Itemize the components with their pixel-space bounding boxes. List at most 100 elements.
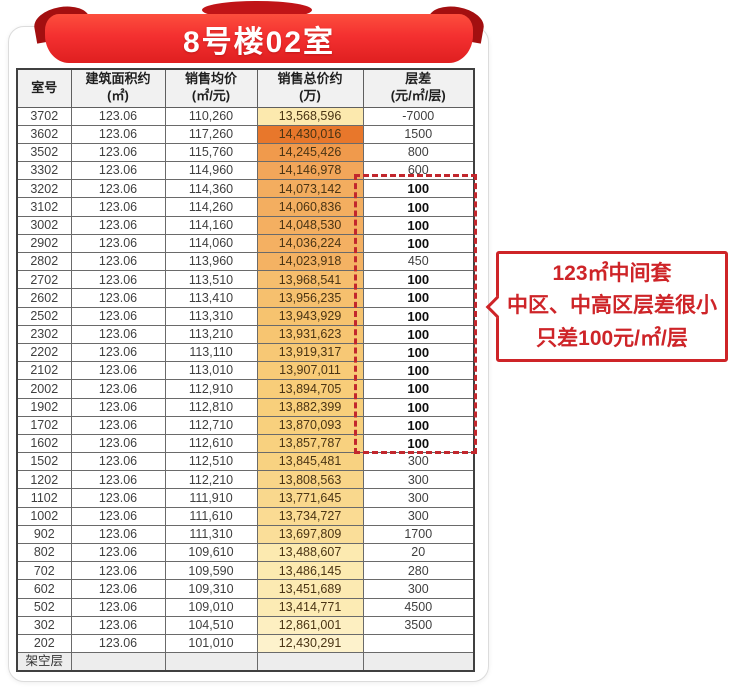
table-row: 1502 123.06 112,510 13,845,481 300 bbox=[16, 452, 475, 472]
room-cell: 3202 bbox=[16, 179, 72, 199]
room-cell: 202 bbox=[16, 633, 72, 654]
unit-price-cell: 117,260 bbox=[164, 124, 258, 144]
total-price-cell: 13,451,689 bbox=[256, 579, 364, 599]
title-ribbon: 8号楼02室 bbox=[30, 1, 488, 63]
floor-diff-cell: 300 bbox=[362, 470, 475, 490]
total-price-cell bbox=[256, 652, 364, 672]
floor-diff-cell: -7000 bbox=[362, 106, 475, 126]
total-price-cell: 14,430,016 bbox=[256, 124, 364, 144]
floor-diff-cell: 4500 bbox=[362, 597, 475, 617]
footer-row: 架空层 bbox=[16, 652, 475, 672]
room-cell: 1102 bbox=[16, 488, 72, 508]
area-cell: 123.06 bbox=[70, 633, 166, 654]
unit-price-cell bbox=[164, 652, 258, 672]
table-body: 3702 123.06 110,260 13,568,596 -7000 3602 123.… bbox=[16, 106, 475, 672]
unit-price-cell: 114,360 bbox=[164, 179, 258, 199]
area-cell: 123.06 bbox=[70, 542, 166, 563]
total-price-cell: 13,956,235 bbox=[256, 288, 364, 308]
room-cell: 1002 bbox=[16, 506, 72, 526]
unit-price-cell: 113,510 bbox=[164, 270, 258, 290]
callout-line: 123㎡中间套 bbox=[552, 261, 672, 285]
table-row: 902 123.06 111,310 13,697,809 1700 bbox=[16, 524, 475, 545]
room-cell: 1502 bbox=[16, 452, 72, 472]
floor-diff-cell: 100 bbox=[362, 179, 475, 199]
total-price-cell: 13,919,317 bbox=[256, 342, 364, 363]
total-price-cell: 14,245,426 bbox=[256, 142, 364, 163]
total-price-cell: 13,414,771 bbox=[256, 597, 364, 617]
floor-diff-cell: 100 bbox=[362, 361, 475, 381]
total-price-cell: 13,882,399 bbox=[256, 397, 364, 417]
unit-price-cell: 114,060 bbox=[164, 233, 258, 254]
unit-price-cell: 111,910 bbox=[164, 488, 258, 508]
table-header: 室号 建筑面积约 (㎡) 销售均价 (㎡/元) 销售总价约 (万) 层差 (元/… bbox=[16, 68, 475, 108]
total-price-cell: 12,861,001 bbox=[256, 615, 364, 635]
unit-price-cell: 111,310 bbox=[164, 524, 258, 545]
room-cell: 3002 bbox=[16, 215, 72, 235]
callout-tail-icon bbox=[485, 295, 509, 318]
total-price-cell: 14,146,978 bbox=[256, 161, 364, 181]
room-cell: 3602 bbox=[16, 124, 72, 144]
room-cell: 2902 bbox=[16, 233, 72, 254]
area-cell: 123.06 bbox=[70, 470, 166, 490]
room-cell: 502 bbox=[16, 597, 72, 617]
floor-diff-cell: 100 bbox=[362, 197, 475, 217]
table-row: 2802 123.06 113,960 14,023,918 450 bbox=[16, 251, 475, 272]
table-row: 602 123.06 109,310 13,451,689 300 bbox=[16, 579, 475, 599]
total-price-cell: 14,060,836 bbox=[256, 197, 364, 217]
room-cell: 1602 bbox=[16, 433, 72, 454]
floor-diff-cell bbox=[362, 633, 475, 654]
unit-price-cell: 114,960 bbox=[164, 161, 258, 181]
floor-diff-cell: 100 bbox=[362, 233, 475, 254]
room-cell: 302 bbox=[16, 615, 72, 635]
unit-price-cell: 112,510 bbox=[164, 452, 258, 472]
total-price-cell: 13,870,093 bbox=[256, 415, 364, 435]
floor-diff-cell: 100 bbox=[362, 415, 475, 435]
room-cell: 602 bbox=[16, 579, 72, 599]
table-row: 3302 123.06 114,960 14,146,978 600 bbox=[16, 161, 475, 181]
floor-diff-cell: 1700 bbox=[362, 524, 475, 545]
total-price-cell: 14,036,224 bbox=[256, 233, 364, 254]
unit-price-cell: 101,010 bbox=[164, 633, 258, 654]
column-header-total-price: 销售总价约 (万) bbox=[256, 68, 364, 108]
total-price-cell: 13,808,563 bbox=[256, 470, 364, 490]
unit-price-cell: 113,310 bbox=[164, 306, 258, 326]
unit-price-cell: 113,110 bbox=[164, 342, 258, 363]
area-cell: 123.06 bbox=[70, 597, 166, 617]
table-row: 702 123.06 109,590 13,486,145 280 bbox=[16, 561, 475, 581]
total-price-cell: 14,048,530 bbox=[256, 215, 364, 235]
unit-price-cell: 111,610 bbox=[164, 506, 258, 526]
floor-diff-cell: 600 bbox=[362, 161, 475, 181]
area-cell: 123.06 bbox=[70, 179, 166, 199]
floor-diff-cell: 100 bbox=[362, 324, 475, 344]
floor-diff-cell: 450 bbox=[362, 251, 475, 272]
floor-diff-cell: 100 bbox=[362, 288, 475, 308]
total-price-cell: 13,771,645 bbox=[256, 488, 364, 508]
total-price-cell: 13,931,623 bbox=[256, 324, 364, 344]
unit-price-cell: 109,610 bbox=[164, 542, 258, 563]
table-row: 2202 123.06 113,110 13,919,317 100 bbox=[16, 342, 475, 363]
floor-diff-cell: 100 bbox=[362, 397, 475, 417]
table-row: 502 123.06 109,010 13,414,771 4500 bbox=[16, 597, 475, 617]
floor-diff-cell: 20 bbox=[362, 542, 475, 563]
total-price-cell: 13,968,541 bbox=[256, 270, 364, 290]
floor-diff-cell: 100 bbox=[362, 342, 475, 363]
room-cell: 1202 bbox=[16, 470, 72, 490]
column-header-floor-diff: 层差 (元/㎡/层) bbox=[362, 68, 475, 108]
floor-diff-cell: 100 bbox=[362, 270, 475, 290]
area-cell: 123.06 bbox=[70, 524, 166, 545]
room-cell: 702 bbox=[16, 561, 72, 581]
table-row: 1002 123.06 111,610 13,734,727 300 bbox=[16, 506, 475, 526]
floor-diff-cell: 100 bbox=[362, 379, 475, 399]
room-cell: 2802 bbox=[16, 251, 72, 272]
floor-diff-cell: 300 bbox=[362, 488, 475, 508]
table-row: 3102 123.06 114,260 14,060,836 100 bbox=[16, 197, 475, 217]
table-row: 1702 123.06 112,710 13,870,093 100 bbox=[16, 415, 475, 435]
total-price-cell: 13,568,596 bbox=[256, 106, 364, 126]
area-cell: 123.06 bbox=[70, 288, 166, 308]
page-title: 8号楼02室 bbox=[182, 25, 336, 59]
table-row: 1902 123.06 112,810 13,882,399 100 bbox=[16, 397, 475, 417]
unit-price-cell: 114,160 bbox=[164, 215, 258, 235]
unit-price-cell: 109,310 bbox=[164, 579, 258, 599]
column-header-area: 建筑面积约 (㎡) bbox=[70, 68, 166, 108]
